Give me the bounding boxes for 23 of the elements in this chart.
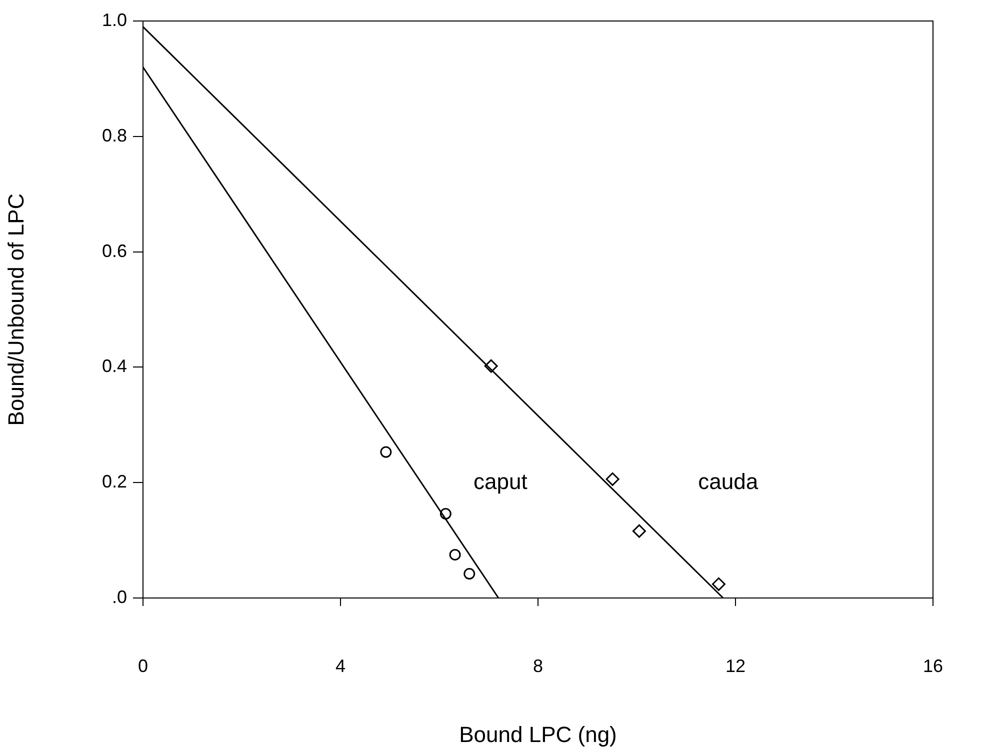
point: [464, 568, 476, 580]
point: [712, 577, 726, 591]
x-tick-label: 4: [335, 656, 346, 676]
point: [449, 548, 461, 560]
y-tick-label: 0.6: [102, 240, 127, 261]
x-axis-title: Bound LPC (ng): [459, 722, 617, 747]
x-tick-label: 16: [922, 656, 944, 676]
point: [440, 508, 452, 520]
x-tick-label: 8: [532, 656, 543, 676]
series-label: caput: [473, 469, 528, 494]
point: [606, 472, 620, 486]
y-axis-title: Bound/Unbound of LPC: [3, 193, 28, 426]
y-tick-label: .0: [112, 586, 127, 607]
x-tick-label: 0: [138, 656, 148, 676]
text: cauda: [698, 469, 759, 494]
y-tick-label: 0.4: [102, 356, 127, 376]
x-tick-label: 12: [725, 656, 746, 676]
y-tick-label: 0.2: [102, 472, 127, 492]
y-tick-label: 1.0: [102, 10, 127, 30]
point: [380, 446, 392, 458]
y-tick-label: 0.8: [102, 125, 127, 146]
point: [484, 359, 498, 373]
point: [632, 524, 646, 538]
